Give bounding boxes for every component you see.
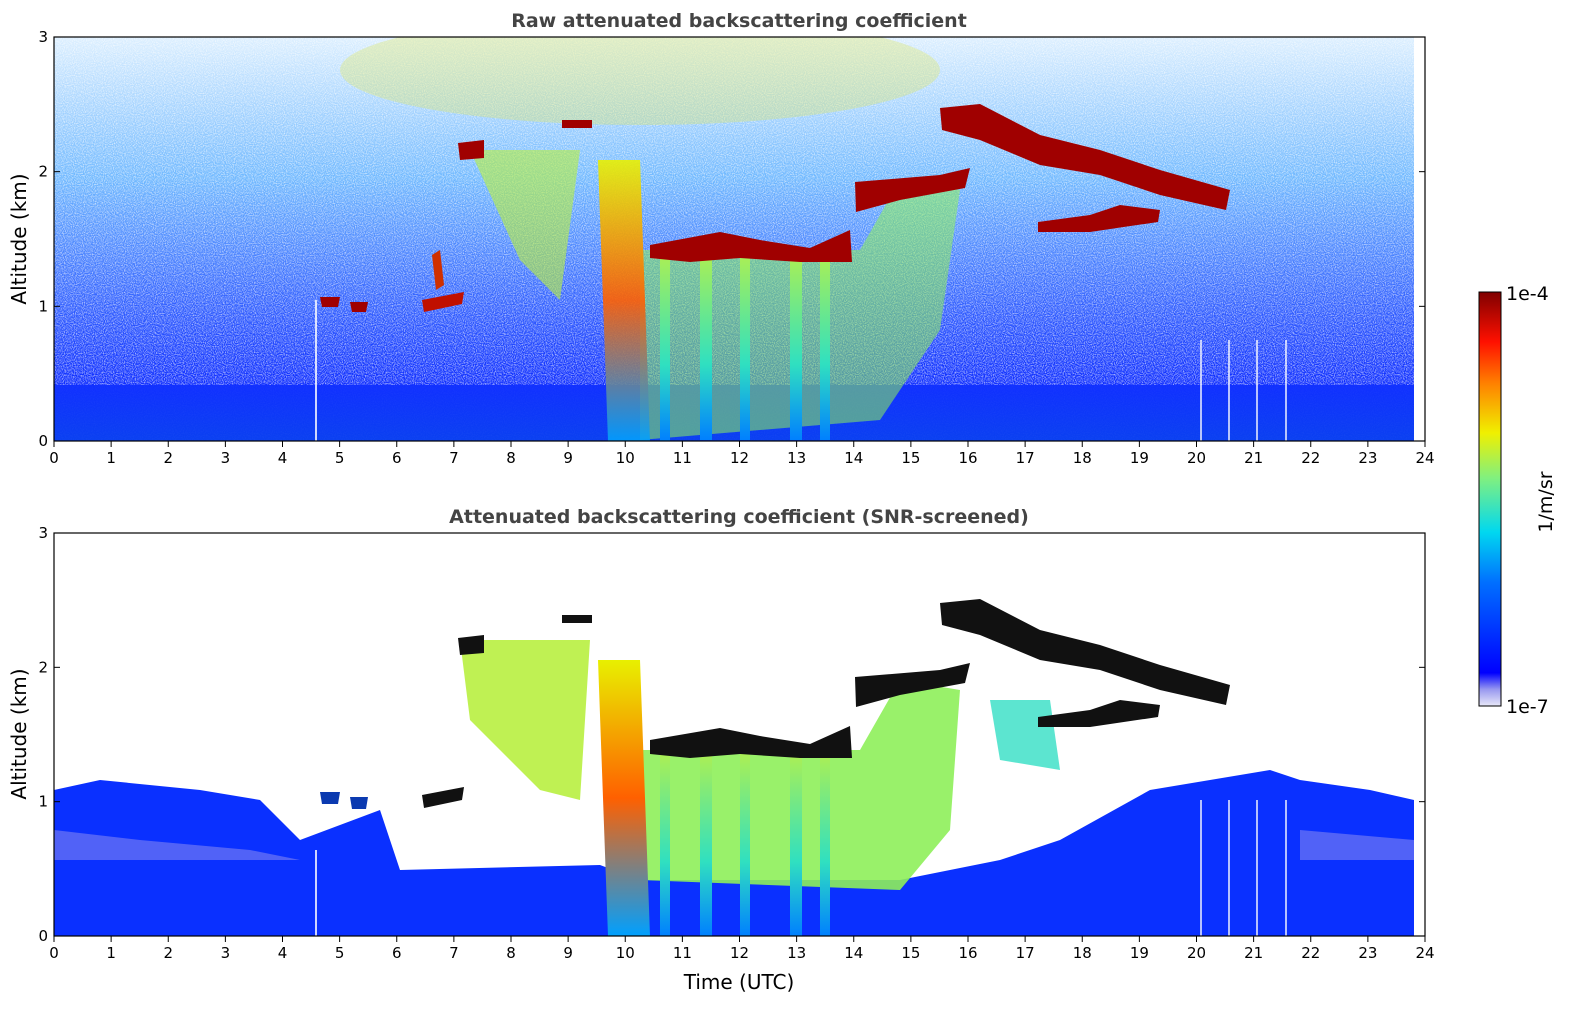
- colorbar: [1478, 291, 1502, 707]
- y-tick-label: 3: [38, 524, 48, 542]
- x-tick-label: 3: [221, 449, 231, 467]
- x-tick-label: 21: [1244, 944, 1263, 962]
- x-tick-label: 22: [1301, 449, 1320, 467]
- x-tick-label: 14: [844, 944, 863, 962]
- x-tick-label: 19: [1130, 944, 1149, 962]
- x-tick-label: 4: [278, 449, 288, 467]
- x-tick-label: 11: [673, 944, 692, 962]
- x-tick-label: 2: [163, 944, 173, 962]
- x-tick-label: 0: [49, 449, 59, 467]
- x-tick-label: 18: [1073, 944, 1092, 962]
- x-tick-label: 20: [1187, 449, 1206, 467]
- x-tick-label: 15: [901, 944, 920, 962]
- x-tick-label: 10: [616, 449, 635, 467]
- x-tick-label: 10: [616, 944, 635, 962]
- x-tick-label: 1: [106, 944, 116, 962]
- x-tick-label: 24: [1415, 449, 1434, 467]
- y-tick-label: 1: [38, 793, 48, 811]
- colorbar-min-label: 1e-7: [1506, 696, 1549, 718]
- x-tick-label: 11: [673, 449, 692, 467]
- x-tick-label: 6: [392, 944, 402, 962]
- bottom-panel-title: Attenuated backscattering coefficient (S…: [449, 506, 1029, 528]
- x-tick-label: 17: [1016, 944, 1035, 962]
- x-tick-label: 21: [1244, 449, 1263, 467]
- x-tick-label: 18: [1073, 449, 1092, 467]
- x-tick-label: 16: [958, 944, 977, 962]
- x-tick-label: 17: [1016, 449, 1035, 467]
- x-tick-label: 16: [958, 449, 977, 467]
- x-tick-label: 7: [449, 449, 459, 467]
- x-tick-label: 19: [1130, 449, 1149, 467]
- top-x-axis: 0 1 2 3 4 5 6 7 8 9 10 11 12 13 14 15 16 17 18 19 20 21 22 23 24: [49, 441, 1435, 467]
- y-tick-label: 0: [38, 927, 48, 945]
- colorbar-unit-label: 1/m/sr: [1535, 471, 1557, 532]
- x-tick-label: 4: [278, 944, 288, 962]
- y-tick-label: 3: [38, 28, 48, 46]
- top-heatmap: [54, 37, 1425, 441]
- top-y-axis-label: Altitude (km): [7, 173, 31, 304]
- y-tick-label: 2: [38, 658, 48, 676]
- x-tick-label: 7: [449, 944, 459, 962]
- bottom-y-axis-label: Altitude (km): [7, 668, 31, 799]
- x-tick-label: 8: [506, 944, 516, 962]
- x-tick-label: 1: [106, 449, 116, 467]
- x-tick-label: 20: [1187, 944, 1206, 962]
- x-tick-label: 13: [787, 449, 806, 467]
- y-tick-label: 2: [38, 163, 48, 181]
- x-tick-label: 8: [506, 449, 516, 467]
- x-tick-label: 14: [844, 449, 863, 467]
- x-tick-label: 5: [335, 449, 345, 467]
- x-tick-label: 12: [730, 449, 749, 467]
- x-tick-label: 12: [730, 944, 749, 962]
- x-tick-label: 23: [1358, 944, 1377, 962]
- top-panel-title: Raw attenuated backscattering coefficien…: [511, 10, 967, 32]
- x-tick-label: 5: [335, 944, 345, 962]
- x-tick-label: 22: [1301, 944, 1320, 962]
- y-tick-label: 0: [38, 432, 48, 450]
- bottom-heatmap: [54, 533, 1425, 936]
- x-tick-label: 9: [563, 944, 573, 962]
- x-tick-label: 6: [392, 449, 402, 467]
- x-tick-label: 13: [787, 944, 806, 962]
- bottom-y-axis: 0 1 2 3: [38, 524, 1425, 945]
- y-tick-label: 1: [38, 297, 48, 315]
- x-tick-label: 2: [163, 449, 173, 467]
- x-tick-label: 23: [1358, 449, 1377, 467]
- x-tick-label: 9: [563, 449, 573, 467]
- x-axis-label: Time (UTC): [683, 970, 795, 994]
- x-tick-label: 0: [49, 944, 59, 962]
- x-tick-label: 15: [901, 449, 920, 467]
- x-tick-label: 3: [221, 944, 231, 962]
- top-y-axis: 0 1 2 3: [38, 28, 1425, 450]
- x-tick-label: 24: [1415, 944, 1434, 962]
- bottom-x-axis: 0 1 2 3 4 5 6 7 8 9 10 11 12 13 14 15 16 17 18 19 20 21 22 23 24: [49, 936, 1435, 962]
- colorbar-max-label: 1e-4: [1506, 283, 1549, 305]
